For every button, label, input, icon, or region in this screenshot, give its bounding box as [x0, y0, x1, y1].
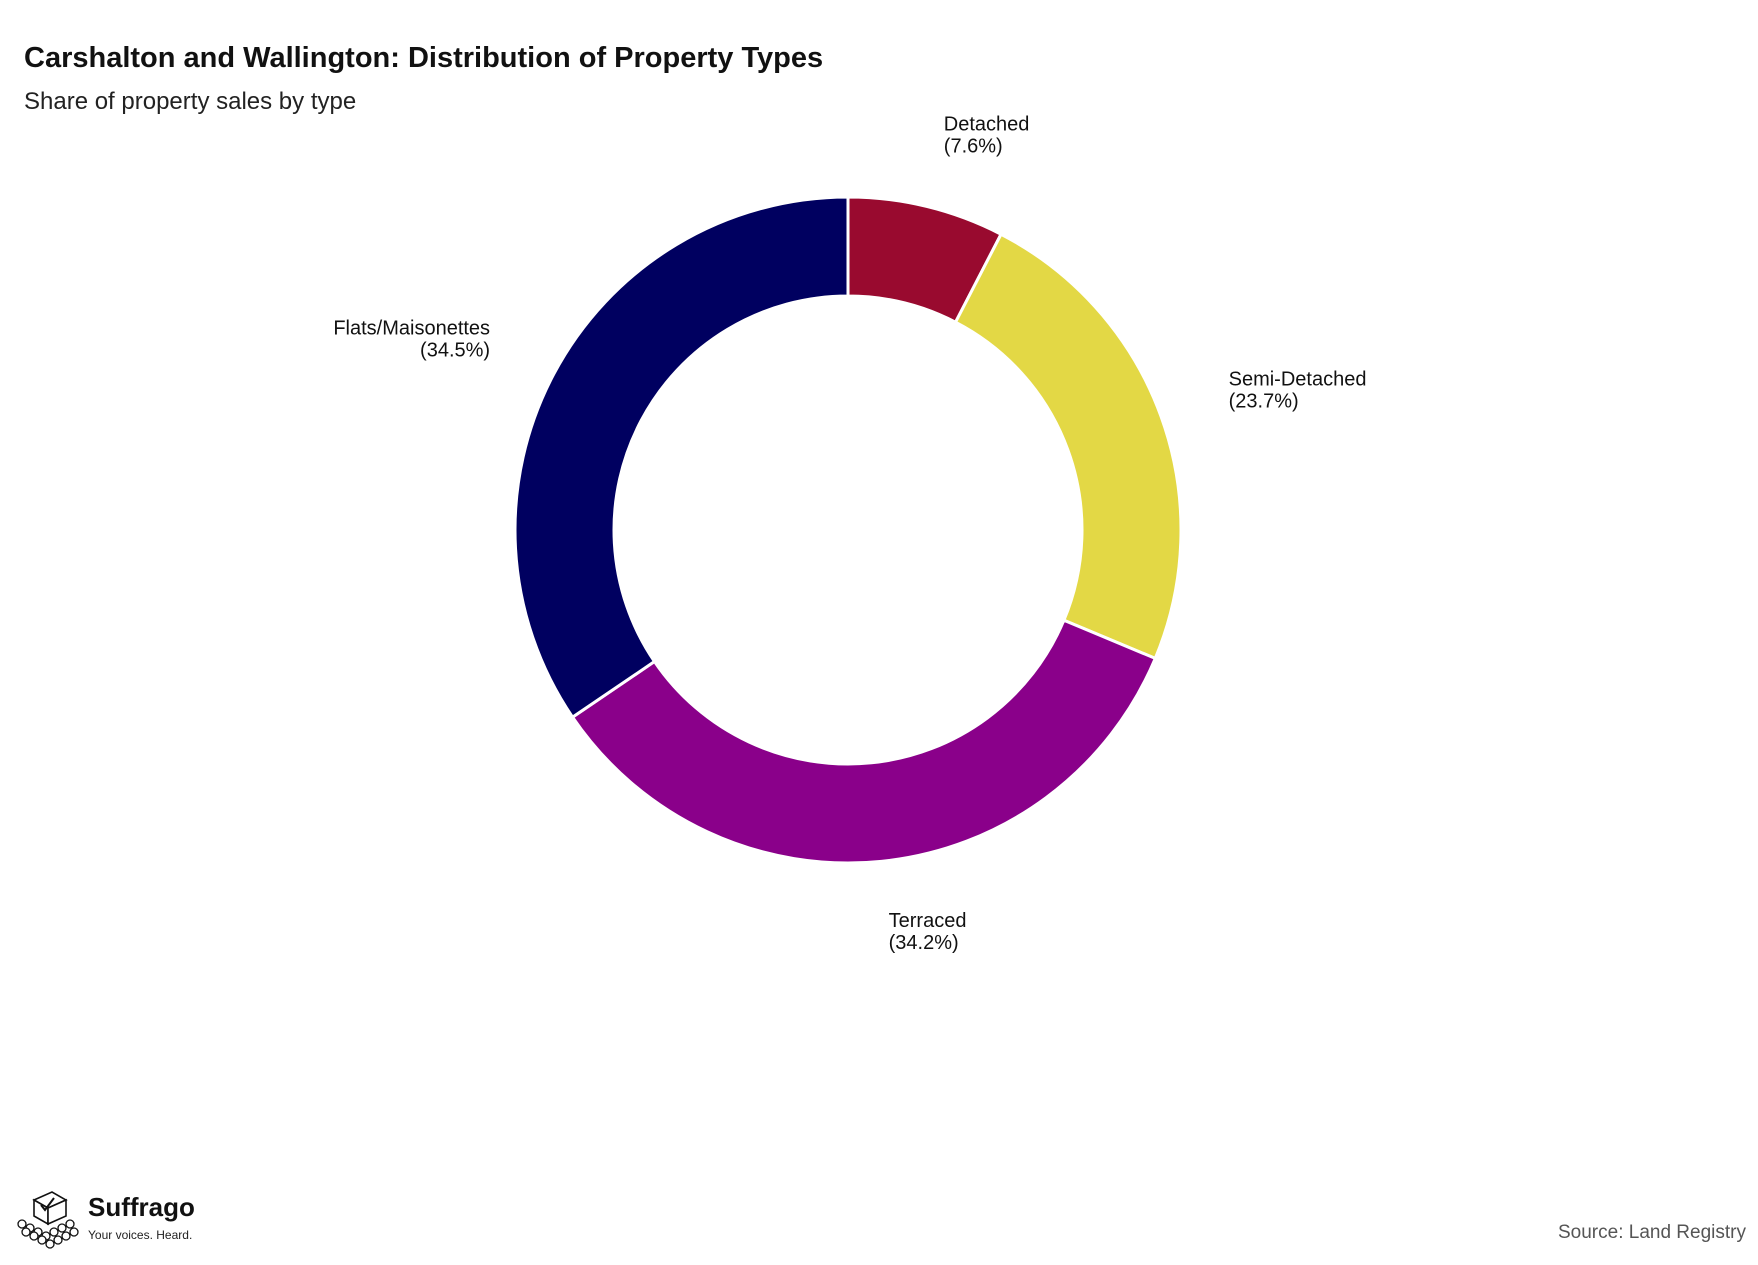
logo-tagline: Your voices. Heard.: [88, 1228, 193, 1242]
slice-percent-label: (34.5%): [420, 339, 490, 361]
chart-title: Carshalton and Wallington: Distribution …: [24, 42, 824, 74]
donut-labels: Detached (7.6%) Semi-Detached (23.7%) Terrac…: [333, 113, 1366, 953]
slice-label-semi-detached: Semi-Detached (23.7%): [1229, 369, 1367, 413]
slice-percent-label: (34.2%): [889, 932, 959, 954]
slice-category-label: Detached: [944, 113, 1030, 135]
slice-semi-detached: [953, 232, 1183, 661]
slice-category-label: Semi-Detached: [1229, 369, 1367, 391]
slice-percent-label: (23.7%): [1229, 391, 1299, 413]
slice-terraced: [570, 618, 1158, 865]
slice-label-flats-maisonettes: Flats/Maisonettes (34.5%): [333, 317, 490, 361]
ballot-box-icon: [17, 1191, 79, 1249]
slice-percent-label: (7.6%): [944, 135, 1003, 157]
slice-label-terraced: Terraced (34.2%): [889, 910, 967, 954]
slice-category-label: Terraced: [889, 910, 967, 932]
slice-category-label: Flats/Maisonettes: [333, 317, 490, 339]
suffrago-logo: Suffrago Your voices. Heard.: [14, 1190, 204, 1252]
donut-slices: [513, 195, 1183, 865]
source-note: Source: Land Registry: [1558, 1222, 1746, 1243]
logo-name: Suffrago: [88, 1192, 195, 1222]
slice-flats-maisonettes: [513, 195, 850, 720]
chart-subtitle: Share of property sales by type: [24, 88, 357, 115]
slice-label-detached: Detached (7.6%): [944, 113, 1030, 157]
